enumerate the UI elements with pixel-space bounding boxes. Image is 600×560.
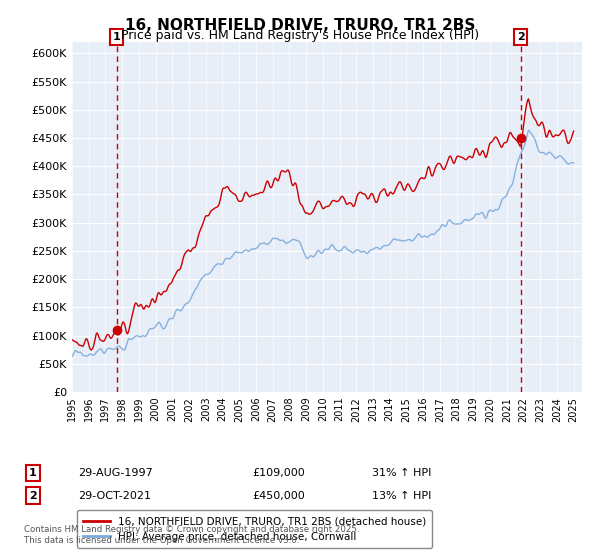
Text: 1: 1 <box>29 468 37 478</box>
Text: 29-AUG-1997: 29-AUG-1997 <box>78 468 153 478</box>
Text: Price paid vs. HM Land Registry's House Price Index (HPI): Price paid vs. HM Land Registry's House … <box>121 29 479 42</box>
Text: 13% ↑ HPI: 13% ↑ HPI <box>372 491 431 501</box>
Text: 16, NORTHFIELD DRIVE, TRURO, TR1 2BS: 16, NORTHFIELD DRIVE, TRURO, TR1 2BS <box>125 18 475 33</box>
Text: 29-OCT-2021: 29-OCT-2021 <box>78 491 151 501</box>
Text: Contains HM Land Registry data © Crown copyright and database right 2025.
This d: Contains HM Land Registry data © Crown c… <box>24 525 359 545</box>
Text: 31% ↑ HPI: 31% ↑ HPI <box>372 468 431 478</box>
Text: 2: 2 <box>517 32 524 42</box>
Legend: 16, NORTHFIELD DRIVE, TRURO, TR1 2BS (detached house), HPI: Average price, detac: 16, NORTHFIELD DRIVE, TRURO, TR1 2BS (de… <box>77 510 433 548</box>
Text: 1: 1 <box>113 32 121 42</box>
Text: 2: 2 <box>29 491 37 501</box>
Text: £450,000: £450,000 <box>252 491 305 501</box>
Text: £109,000: £109,000 <box>252 468 305 478</box>
